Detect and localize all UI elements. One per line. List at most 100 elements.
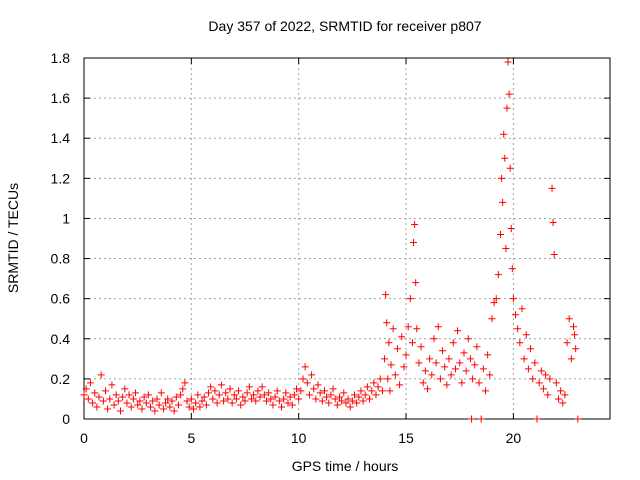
axis-ticks [83, 57, 610, 420]
data-point [99, 397, 107, 405]
data-point [384, 375, 392, 383]
data-point [222, 389, 230, 397]
data-point [280, 395, 288, 403]
data-point [108, 381, 116, 389]
y-tick-label: 0.8 [51, 251, 71, 267]
data-point [202, 401, 210, 409]
data-point [385, 339, 393, 347]
data-point [164, 395, 172, 403]
data-point [153, 395, 161, 403]
data-point [297, 387, 305, 395]
data-point [421, 367, 429, 375]
tick-labels: 0 5 10 15 20 0 0.2 0.4 0.6 0.8 1 1.2 1.4 1.6 1.8 [51, 50, 522, 446]
data-point [93, 403, 101, 411]
data-point [471, 361, 479, 369]
data-point [220, 397, 228, 405]
data-point [535, 379, 543, 387]
data-point [260, 391, 268, 399]
data-point [159, 405, 167, 413]
x-axis-label: GPS time / hours [292, 458, 399, 474]
data-point [325, 399, 333, 407]
data-point [168, 397, 176, 405]
data-point [200, 393, 208, 401]
data-point [378, 387, 386, 395]
data-point [413, 325, 421, 333]
x-tick-label: 15 [398, 430, 414, 446]
x-tick-label: 0 [80, 430, 88, 446]
data-point [410, 239, 418, 247]
chart-title: Day 357 of 2022, SRMTID for receiver p80… [208, 18, 481, 34]
data-point [138, 405, 146, 413]
data-point [207, 383, 215, 391]
data-point [136, 397, 144, 405]
data-point [308, 371, 316, 379]
data-point [529, 375, 537, 383]
data-point [382, 291, 390, 299]
data-point [121, 385, 129, 393]
data-point [140, 393, 148, 401]
data-point [232, 395, 240, 403]
data-point [449, 339, 457, 347]
data-point [498, 174, 506, 182]
data-point [520, 355, 528, 363]
data-point [331, 395, 339, 403]
data-point [400, 363, 408, 371]
data-point [282, 389, 290, 397]
data-point [361, 391, 369, 399]
data-point [516, 339, 524, 347]
data-point [275, 397, 283, 405]
data-point [101, 387, 109, 395]
data-point [213, 399, 221, 407]
data-point [192, 399, 200, 407]
data-point [572, 345, 580, 353]
data-point [174, 401, 182, 409]
data-point [514, 325, 522, 333]
y-tick-label: 0 [62, 411, 70, 427]
data-point [157, 389, 165, 397]
data-point [185, 403, 193, 411]
data-point [366, 395, 374, 403]
data-point [125, 391, 133, 399]
data-point [235, 387, 243, 395]
data-point [172, 393, 180, 401]
data-point [228, 399, 236, 407]
data-point [527, 345, 535, 353]
data-point [404, 323, 412, 331]
data-point [386, 387, 394, 395]
y-tick-label: 1.2 [51, 170, 71, 186]
data-point [537, 367, 545, 375]
data-point [286, 393, 294, 401]
data-point [340, 389, 348, 397]
data-point [561, 391, 569, 399]
data-point [501, 154, 509, 162]
data-point [211, 387, 219, 395]
data-point [329, 385, 337, 393]
data-point [488, 315, 496, 323]
data-point [247, 395, 255, 403]
data-point [106, 395, 114, 403]
data-point [353, 399, 361, 407]
data-point [116, 407, 124, 415]
data-point [114, 397, 122, 405]
data-point [512, 311, 520, 319]
data-point [387, 361, 395, 369]
data-point [497, 230, 505, 238]
data-point [411, 220, 419, 228]
data-points [80, 58, 582, 423]
data-point [432, 359, 440, 367]
data-point [372, 391, 380, 399]
data-point [301, 363, 309, 371]
data-point [89, 399, 97, 407]
y-tick-label: 1 [62, 210, 70, 226]
data-point [374, 383, 382, 391]
data-point [177, 391, 185, 399]
data-point [262, 397, 270, 405]
data-point [258, 383, 266, 391]
data-point [552, 379, 560, 387]
data-point [151, 407, 159, 415]
data-point [314, 381, 322, 389]
data-point [155, 401, 163, 409]
grid [84, 58, 610, 419]
data-point [346, 403, 354, 411]
data-point [443, 381, 451, 389]
